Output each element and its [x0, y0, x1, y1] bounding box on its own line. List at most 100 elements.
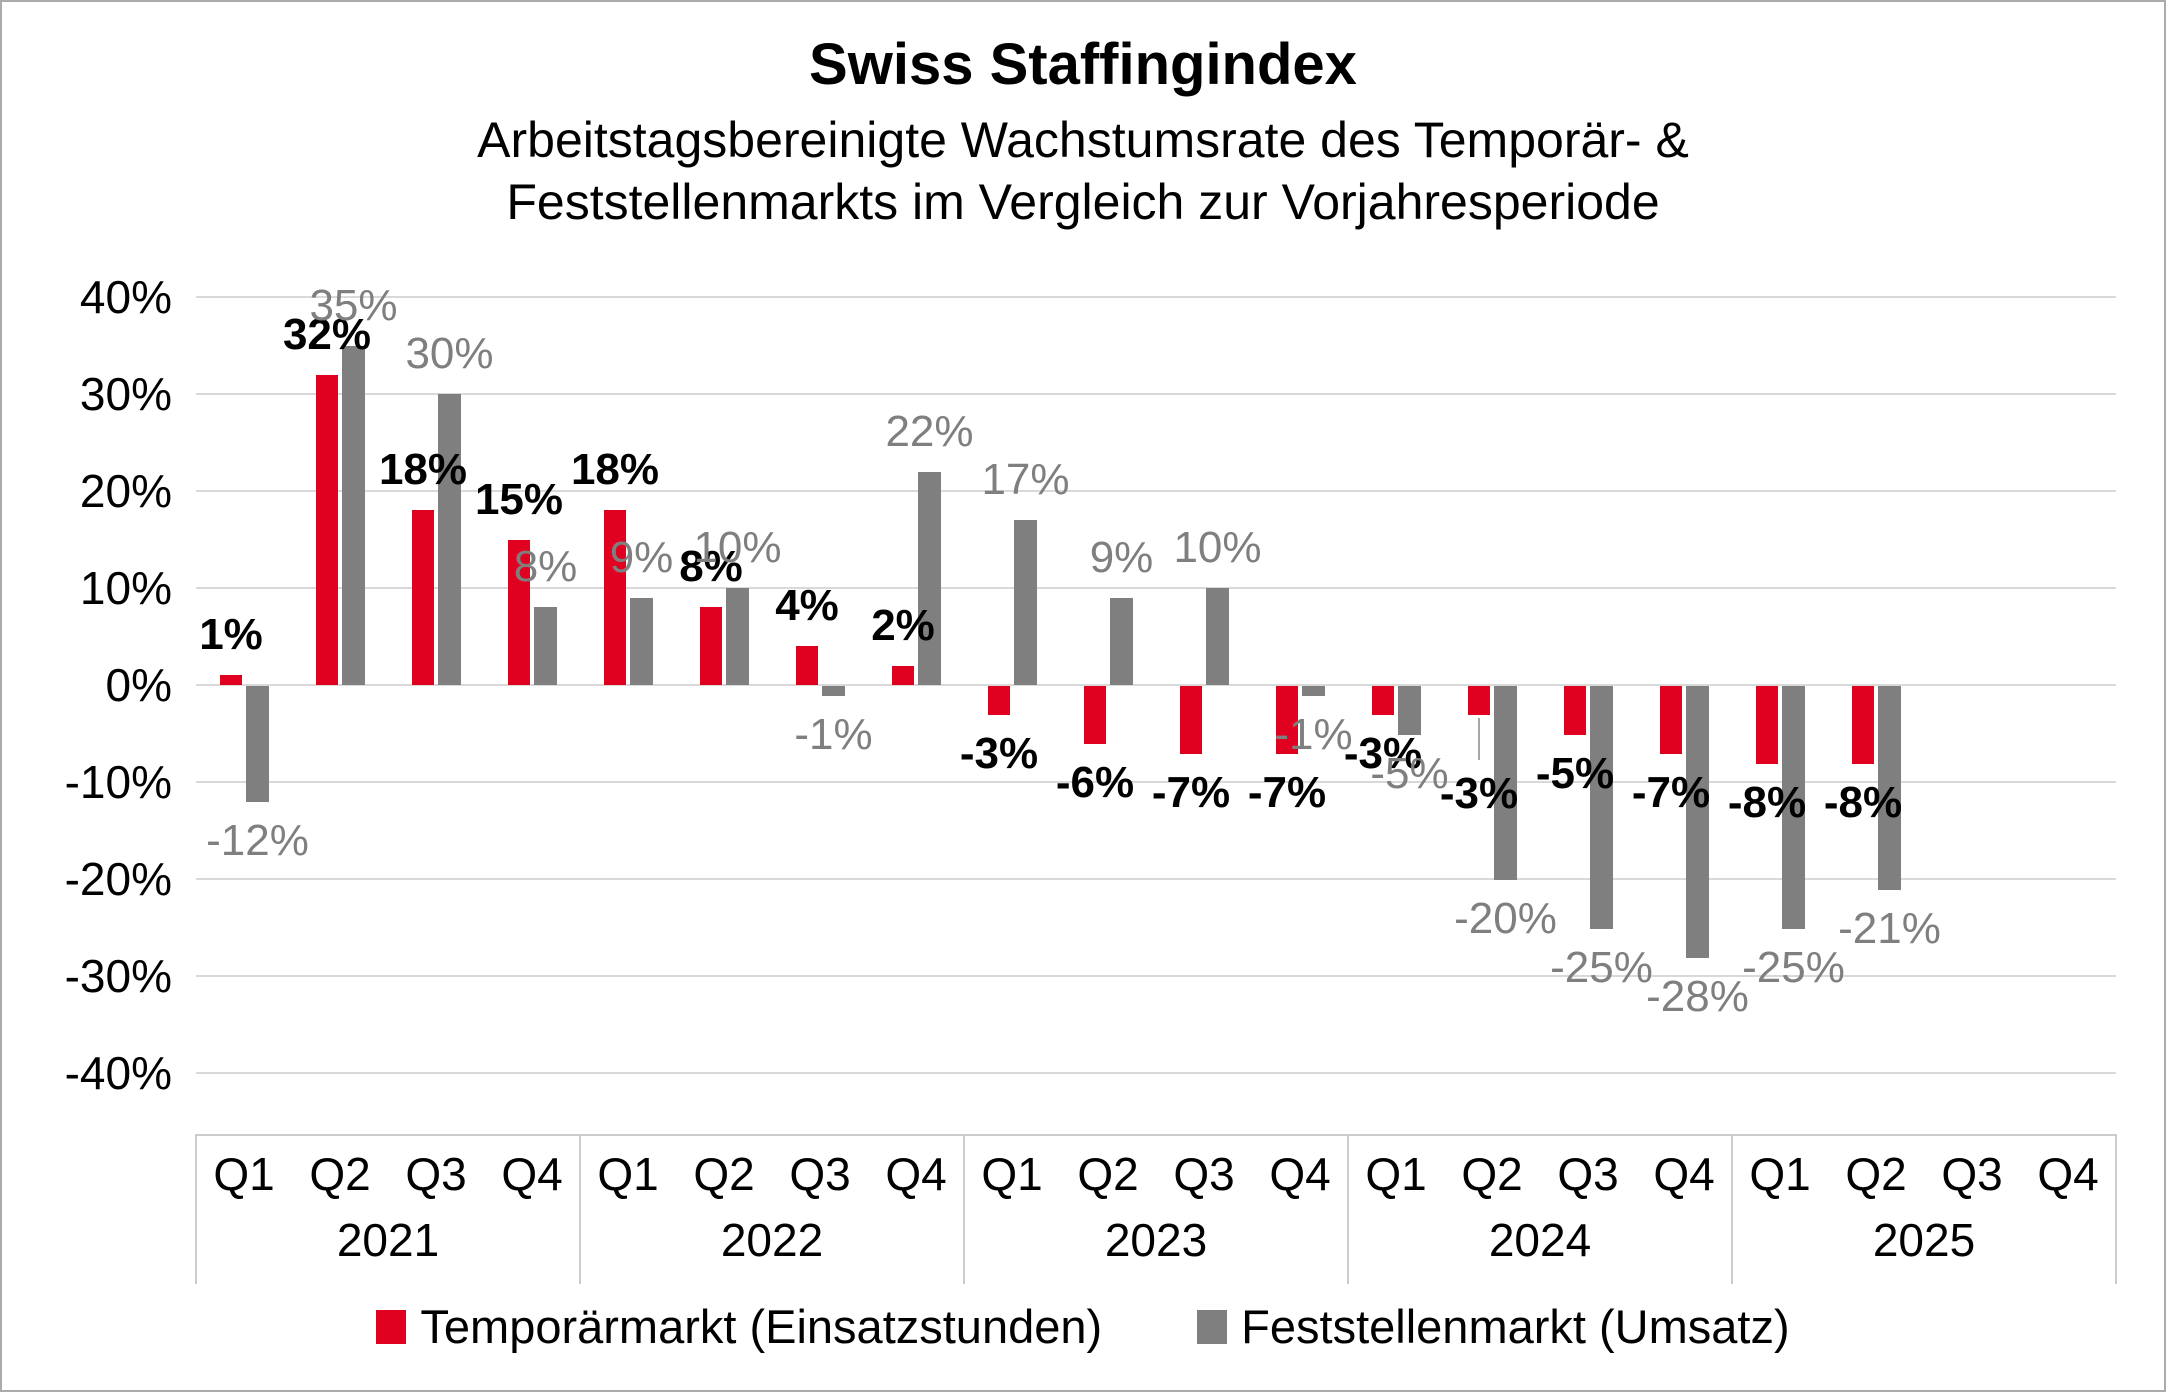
bar-temporaermarkt-2021-Q4	[508, 539, 530, 685]
data-label-temporaermarkt-2023-Q1: -3%	[959, 729, 1039, 779]
y-axis-tick-label: 0%	[105, 659, 172, 711]
legend: Temporärmarkt (Einsatzstunden) Feststell…	[2, 1300, 2164, 1354]
bar-temporaermarkt-2022-Q2	[700, 607, 722, 685]
data-label-temporaermarkt-2021-Q4: 15%	[474, 474, 564, 524]
data-label-temporaermarkt-2023-Q2: -6%	[1055, 758, 1135, 808]
x-axis-quarter-label-2023-Q4: Q4	[1269, 1148, 1331, 1200]
data-label-feststellenmarkt-2023-Q1: 17%	[981, 455, 1070, 505]
x-axis-quarter-label-2024-Q3: Q3	[1557, 1148, 1619, 1200]
legend-label-temporaermarkt: Temporärmarkt (Einsatzstunden)	[420, 1300, 1103, 1353]
bar-feststellenmarkt-2023-Q3	[1206, 588, 1229, 685]
x-axis-quarter-label-2022-Q4: Q4	[885, 1148, 947, 1200]
gridline	[196, 975, 2116, 977]
legend-item-temporaermarkt: Temporärmarkt (Einsatzstunden)	[376, 1300, 1102, 1354]
bar-feststellenmarkt-2022-Q4	[918, 471, 941, 685]
x-axis-quarter-label-2025-Q3: Q3	[1941, 1148, 2003, 1200]
bar-temporaermarkt-2023-Q1	[988, 686, 1010, 716]
bar-feststellenmarkt-2021-Q3	[438, 394, 461, 685]
x-axis-year-separator	[1731, 1134, 1733, 1284]
bar-temporaermarkt-2021-Q1	[220, 675, 242, 685]
x-axis-quarter-label-2025-Q1: Q1	[1749, 1148, 1811, 1200]
data-label-feststellenmarkt-2024-Q2: -20%	[1454, 894, 1557, 943]
data-label-feststellenmarkt-2022-Q3: -1%	[794, 709, 873, 759]
legend-swatch-feststellenmarkt-icon	[1197, 1310, 1228, 1344]
x-axis-quarter-label-2021-Q4: Q4	[501, 1148, 563, 1200]
data-label-feststellenmarkt-2023-Q4: -1%	[1274, 709, 1353, 759]
data-label-temporaermarkt-2024-Q4: -7%	[1631, 767, 1711, 817]
x-axis-quarter-label-2024-Q1: Q1	[1365, 1148, 1427, 1200]
gridline	[196, 393, 2116, 395]
bar-feststellenmarkt-2021-Q4	[534, 607, 557, 685]
x-axis-quarter-label-2024-Q2: Q2	[1461, 1148, 1523, 1200]
x-axis-year-separator	[579, 1134, 581, 1284]
x-axis-quarter-label-2022-Q1: Q1	[597, 1148, 659, 1200]
bar-temporaermarkt-2025-Q1	[1756, 686, 1778, 764]
x-axis-quarter-label-2023-Q2: Q2	[1077, 1148, 1139, 1200]
data-label-temporaermarkt-2025-Q1: -8%	[1727, 777, 1807, 827]
bar-temporaermarkt-2024-Q4	[1660, 686, 1682, 754]
bar-feststellenmarkt-2025-Q1	[1782, 686, 1805, 929]
bar-feststellenmarkt-2023-Q1	[1014, 520, 1037, 685]
bar-temporaermarkt-2023-Q2	[1084, 686, 1106, 745]
bar-temporaermarkt-2023-Q3	[1180, 686, 1202, 754]
data-label-feststellenmarkt-2021-Q4: 8%	[513, 542, 578, 592]
data-label-temporaermarkt-2022-Q1: 18%	[570, 445, 660, 495]
bar-feststellenmarkt-2024-Q4	[1686, 686, 1709, 958]
data-label-feststellenmarkt-2022-Q2: 10%	[693, 523, 782, 572]
data-label-feststellenmarkt-2024-Q1: -5%	[1370, 748, 1449, 798]
bar-feststellenmarkt-2025-Q2	[1878, 686, 1901, 890]
bar-feststellenmarkt-2024-Q3	[1590, 686, 1613, 929]
bar-temporaermarkt-2024-Q3	[1564, 686, 1586, 735]
bar-temporaermarkt-2023-Q4	[1276, 686, 1298, 754]
gridline	[196, 490, 2116, 492]
bar-temporaermarkt-2025-Q2	[1852, 686, 1874, 764]
y-axis-tick-label: -30%	[64, 950, 172, 1002]
x-axis-year-label-2022: 2022	[720, 1214, 824, 1266]
legend-label-feststellenmarkt: Feststellenmarkt (Umsatz)	[1241, 1300, 1790, 1353]
bar-feststellenmarkt-2022-Q3	[822, 686, 845, 696]
x-axis-year-label-2021: 2021	[336, 1214, 440, 1266]
x-axis-quarter-label-2021-Q1: Q1	[213, 1148, 275, 1200]
data-label-feststellenmarkt-2024-Q3: -25%	[1550, 942, 1653, 992]
bar-temporaermarkt-2021-Q2	[316, 374, 338, 685]
bar-temporaermarkt-2024-Q1	[1372, 686, 1394, 716]
data-label-temporaermarkt-2024-Q3: -5%	[1535, 748, 1615, 798]
y-axis-tick-label: 40%	[79, 271, 172, 323]
x-axis-quarter-label-2021-Q3: Q3	[405, 1148, 467, 1200]
bar-temporaermarkt-2022-Q3	[796, 646, 818, 685]
x-axis-quarter-label-2023-Q1: Q1	[981, 1148, 1043, 1200]
x-axis-year-separator	[963, 1134, 965, 1284]
bar-feststellenmarkt-2023-Q2	[1110, 597, 1133, 685]
data-label-feststellenmarkt-2022-Q4: 22%	[885, 406, 974, 456]
bar-temporaermarkt-2021-Q3	[412, 510, 434, 685]
x-axis-quarter-label-2025-Q4: Q4	[2037, 1148, 2099, 1200]
data-label-feststellenmarkt-2022-Q1: 9%	[609, 532, 674, 582]
legend-item-feststellenmarkt: Feststellenmarkt (Umsatz)	[1197, 1300, 1790, 1354]
x-axis-quarter-label-2023-Q3: Q3	[1173, 1148, 1235, 1200]
x-axis-quarter-label-2021-Q2: Q2	[309, 1148, 371, 1200]
chart-subtitle-line1: Arbeitstagsbereinigte Wachstumsrate des …	[477, 112, 1689, 168]
data-label-feststellenmarkt-2025-Q1: -25%	[1742, 942, 1845, 992]
x-axis-year-separator	[195, 1134, 197, 1284]
data-label-temporaermarkt-2022-Q4: 2%	[871, 600, 935, 650]
data-label-feststellenmarkt-2023-Q2: 9%	[1089, 532, 1154, 582]
x-axis-year-label-2024: 2024	[1488, 1214, 1592, 1266]
legend-swatch-temporaermarkt-icon	[376, 1310, 407, 1344]
x-axis-quarter-label-2022-Q2: Q2	[693, 1148, 755, 1200]
bar-feststellenmarkt-2023-Q4	[1302, 686, 1325, 696]
x-axis-year-separator	[1347, 1134, 1349, 1284]
bar-feststellenmarkt-2021-Q1	[246, 686, 269, 803]
gridline	[196, 781, 2116, 783]
data-label-feststellenmarkt-2024-Q4: -28%	[1646, 971, 1749, 1021]
chart-title: Swiss Staffingindex	[809, 32, 1357, 97]
x-axis-quarter-label-2024-Q4: Q4	[1653, 1148, 1715, 1200]
bar-temporaermarkt-2024-Q2	[1468, 686, 1490, 716]
data-label-feststellenmarkt-2021-Q1: -12%	[206, 816, 309, 866]
gridline	[196, 684, 2116, 686]
data-label-temporaermarkt-2022-Q2: 8%	[679, 542, 743, 592]
bar-feststellenmarkt-2021-Q2	[342, 345, 365, 685]
y-axis-tick-label: 30%	[79, 368, 172, 420]
data-label-feststellenmarkt-2021-Q3: 30%	[405, 329, 494, 378]
data-label-temporaermarkt-2021-Q3: 18%	[378, 445, 468, 495]
